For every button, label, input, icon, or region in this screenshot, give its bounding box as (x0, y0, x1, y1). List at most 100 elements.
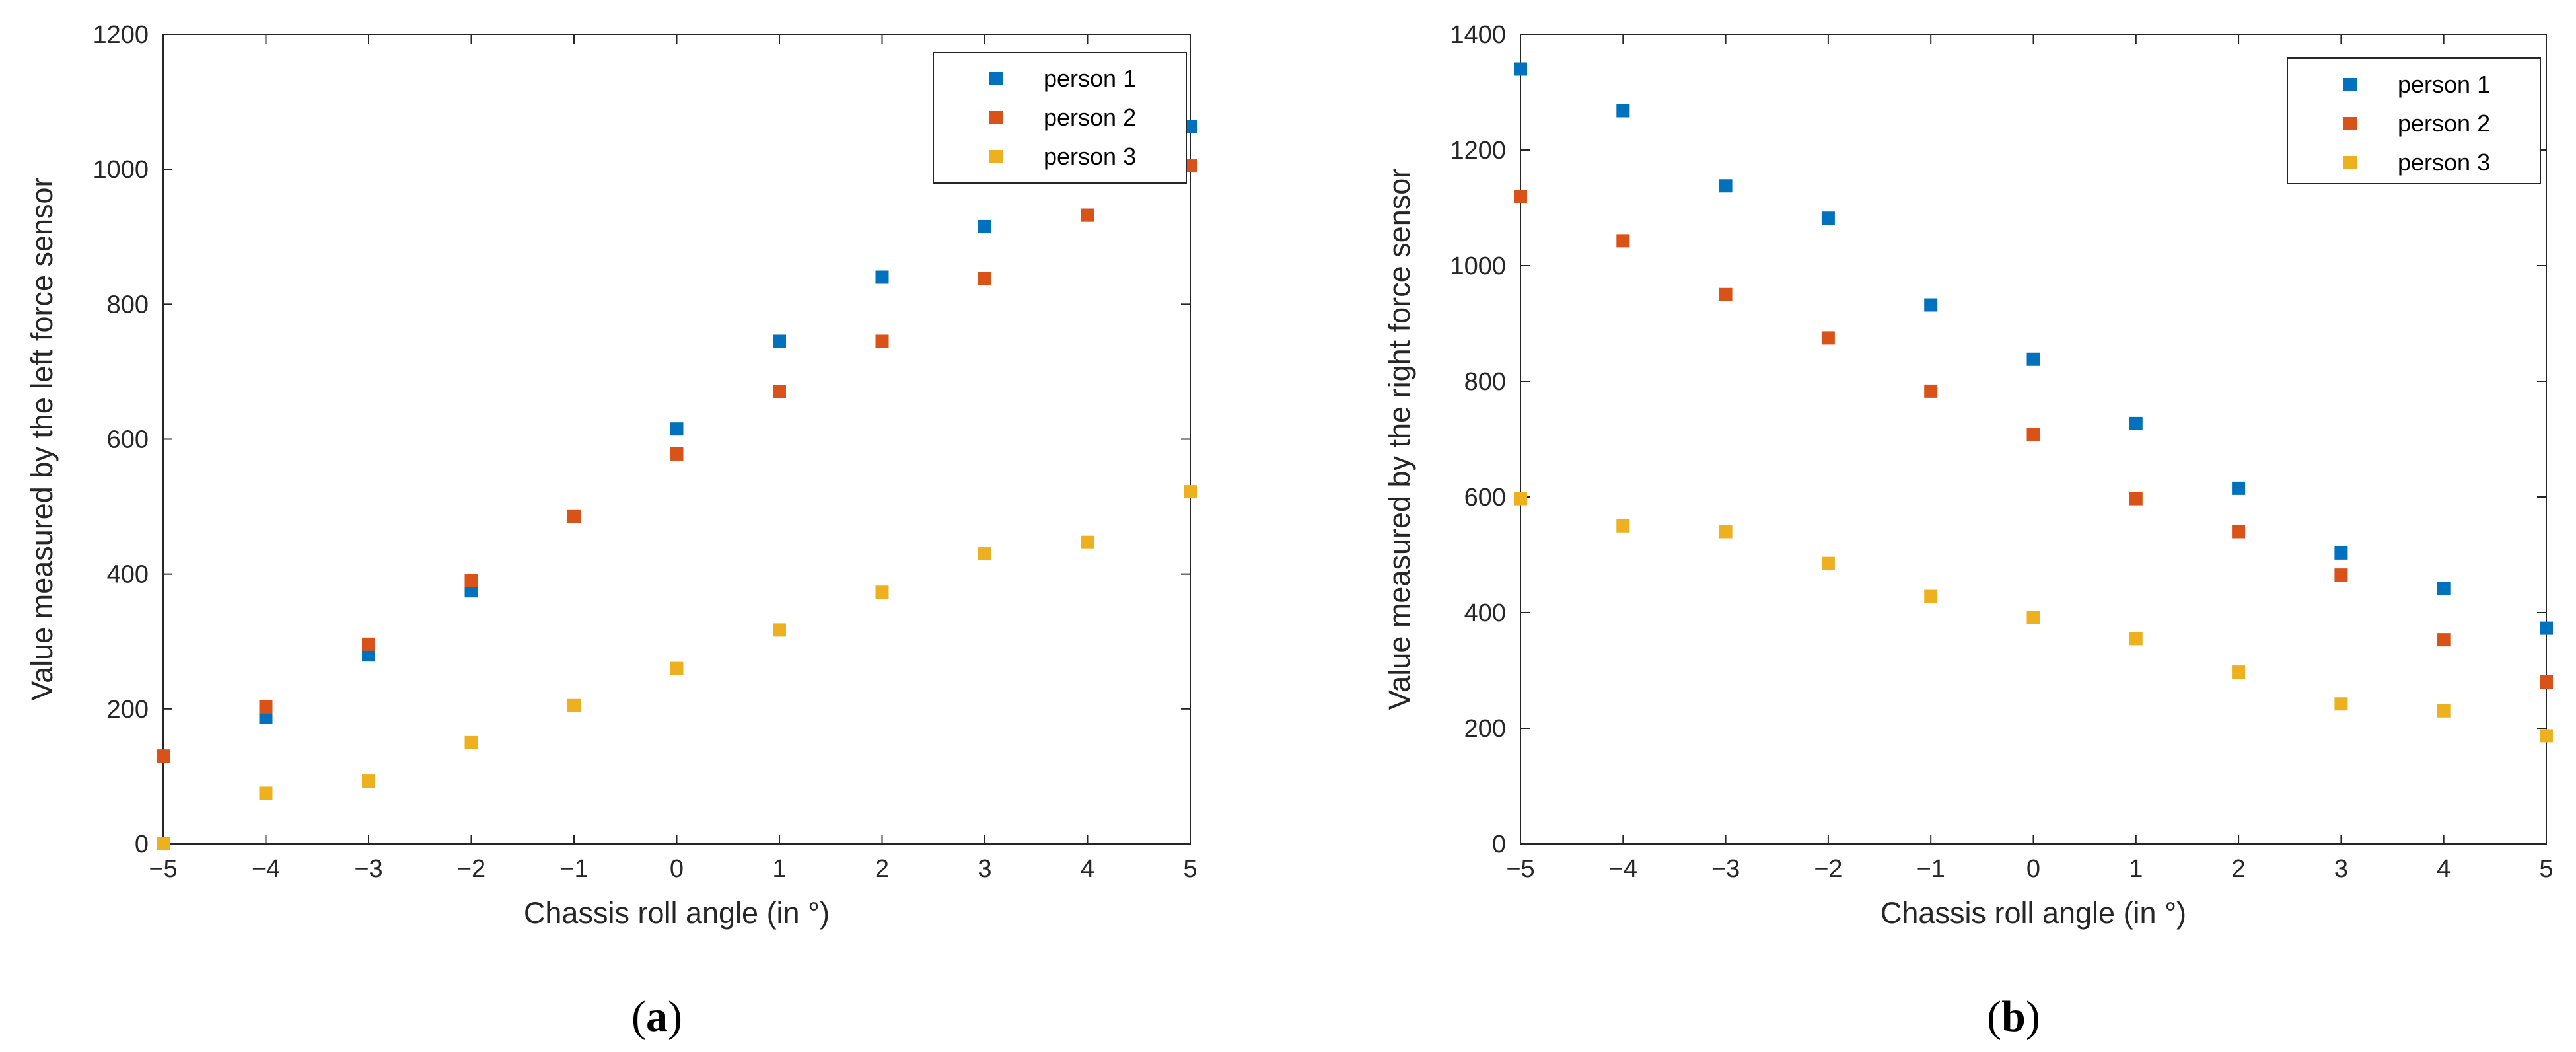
data-point (1616, 234, 1630, 248)
legend-label: person 2 (1044, 104, 1136, 131)
data-point (259, 710, 273, 724)
legend-box (2287, 57, 2541, 184)
data-point (1821, 331, 1835, 345)
legend-marker (2343, 156, 2357, 169)
data-point (2026, 611, 2040, 624)
x-tick-label: −4 (1609, 855, 1637, 883)
x-tick-label: −3 (1711, 855, 1740, 883)
data-point (875, 270, 889, 284)
series-person-2 (157, 159, 1197, 763)
data-point (1616, 519, 1630, 533)
x-tick-label: 4 (1081, 855, 1094, 883)
data-point (670, 661, 684, 675)
legend-marker (2343, 117, 2357, 130)
x-tick-label: 1 (2129, 855, 2143, 883)
panel-caption: (b) (1987, 993, 2040, 1041)
x-tick-label: 2 (875, 855, 889, 883)
data-point (2540, 675, 2553, 689)
data-point (1924, 298, 1938, 312)
data-point (2334, 568, 2348, 582)
y-axis-label: Value measured by the left force sensor (25, 177, 59, 700)
series-person-3 (1514, 492, 2553, 743)
data-point (1924, 589, 1938, 603)
y-tick-label: 200 (107, 696, 149, 724)
data-point (1821, 211, 1835, 225)
legend-marker (2343, 78, 2357, 91)
data-point (1719, 179, 1733, 193)
x-tick-label: −5 (149, 855, 177, 883)
data-point (773, 334, 786, 348)
data-point (2437, 633, 2451, 647)
data-point (1821, 556, 1835, 570)
legend: person 1 person 2 person 3 (933, 52, 1187, 184)
data-point (259, 700, 273, 714)
data-point (362, 637, 375, 651)
x-tick-label: −1 (1917, 855, 1945, 883)
data-point (875, 334, 889, 348)
data-point (2129, 632, 2143, 646)
data-point (773, 385, 786, 398)
legend-box (933, 52, 1187, 184)
data-point (2026, 352, 2040, 366)
data-point (464, 584, 478, 598)
x-axis-label: Chassis roll angle (in °) (524, 896, 830, 930)
data-point (157, 837, 170, 850)
y-tick-label: 400 (1464, 599, 1506, 627)
x-tick-label: −3 (354, 855, 382, 883)
y-axis-label: Value measured by the right force sensor (1382, 169, 1416, 710)
x-tick-label: −2 (1814, 855, 1842, 883)
data-point (2437, 582, 2451, 595)
y-tick-label: 1200 (92, 21, 149, 49)
data-point (1719, 287, 1733, 301)
y-tick-label: 1400 (1450, 21, 1506, 49)
data-point (464, 735, 478, 749)
data-point (2129, 416, 2143, 430)
data-point (1924, 384, 1938, 398)
data-point (259, 786, 273, 800)
data-point (567, 698, 581, 712)
panel-caption: (a) (631, 993, 682, 1041)
data-point (1514, 62, 1527, 76)
data-point (1184, 485, 1197, 499)
data-point (2232, 665, 2246, 679)
legend: person 1 person 2 person 3 (2287, 57, 2541, 184)
y-tick-label: 0 (135, 831, 149, 858)
chart-panel-a: −5 −4 −3 −2 −1 0 1 2 3 4 5 0 200 400 600 800 1000 1200 Cha… (25, 21, 1198, 1041)
x-tick-label: 5 (1183, 855, 1197, 883)
data-point (1616, 104, 1630, 118)
data-point (464, 574, 478, 587)
x-tick-label: −4 (252, 855, 280, 883)
chart-panel-b: −5 −4 −3 −2 −1 0 1 2 3 4 5 0 200 400 600 800 1000 1200 140… (1382, 21, 2554, 1041)
x-tick-label: 1 (772, 855, 786, 883)
x-tick-label: −2 (457, 855, 485, 883)
x-axis-label: Chassis roll angle (in °) (1880, 896, 2186, 930)
legend-marker (989, 111, 1003, 124)
series-person-3 (157, 485, 1197, 850)
x-tick-label: 0 (2026, 855, 2040, 883)
y-tick-label: 1200 (1450, 137, 1506, 165)
x-tick-label: 3 (978, 855, 991, 883)
legend-label: person 2 (2398, 110, 2490, 137)
series-person-1 (1514, 62, 2553, 635)
data-point (773, 623, 786, 637)
data-point (2129, 492, 2143, 506)
data-point (2334, 546, 2348, 560)
data-point (1081, 208, 1094, 222)
y-tick-label: 1000 (1450, 252, 1506, 280)
y-tick-label: 0 (1492, 831, 1506, 858)
data-point (2437, 704, 2451, 718)
data-point (362, 648, 375, 662)
x-tick-label: 5 (2539, 855, 2553, 883)
data-point (2232, 481, 2246, 495)
data-point (1719, 525, 1733, 539)
x-tick-label: −1 (559, 855, 588, 883)
data-point (157, 749, 170, 763)
legend-label: person 3 (1044, 143, 1136, 170)
data-point (670, 422, 684, 436)
data-point (978, 547, 991, 561)
x-tick-label: 0 (670, 855, 684, 883)
x-tick-label: 4 (2437, 855, 2451, 883)
data-point (567, 509, 581, 523)
legend-marker (989, 72, 1003, 85)
